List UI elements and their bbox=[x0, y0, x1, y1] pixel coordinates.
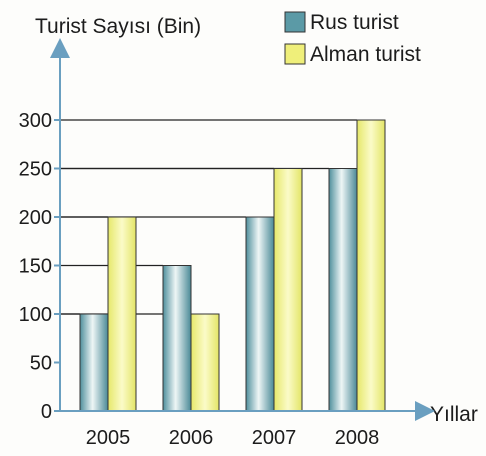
bar-rus-2005 bbox=[79, 313, 109, 412]
y-tick-label: 300 bbox=[19, 110, 52, 132]
legend-label-alman: Alman turist bbox=[310, 43, 421, 66]
bar-alman-2006 bbox=[190, 313, 220, 412]
y-tick-label: 50 bbox=[30, 353, 52, 375]
y-axis-title: Turist Sayısı (Bin) bbox=[35, 15, 201, 38]
y-tick-label: 250 bbox=[19, 159, 52, 181]
bar-rus-2007 bbox=[245, 216, 275, 412]
bar-alman-2005 bbox=[107, 216, 137, 412]
y-tick-label: 0 bbox=[41, 401, 52, 423]
x-tick-label: 2006 bbox=[169, 427, 214, 449]
legend: Rus turist Alman turist bbox=[284, 11, 421, 66]
x-axis-title: Yıllar bbox=[430, 403, 478, 426]
y-tick-label: 100 bbox=[19, 304, 52, 326]
x-tick-label: 2008 bbox=[335, 427, 380, 449]
y-tick-label: 200 bbox=[19, 207, 52, 229]
y-tick-label: 150 bbox=[19, 256, 52, 278]
legend-swatch-rus bbox=[284, 11, 306, 33]
legend-swatch-alman bbox=[284, 43, 306, 65]
x-tick-label: 2007 bbox=[252, 427, 297, 449]
bar-alman-2007 bbox=[273, 168, 303, 412]
y-ticks: 0 50 100 150 200 250 300 bbox=[19, 110, 60, 423]
x-tick-labels: 2005 2006 2007 2008 bbox=[86, 427, 380, 449]
x-tick-label: 2005 bbox=[86, 427, 131, 449]
bar-alman-2008 bbox=[356, 119, 386, 412]
bar-rus-2006 bbox=[162, 265, 192, 412]
bars bbox=[79, 119, 386, 412]
grid-lines bbox=[60, 119, 357, 315]
legend-label-rus: Rus turist bbox=[310, 11, 399, 34]
bar-rus-2008 bbox=[328, 168, 358, 412]
